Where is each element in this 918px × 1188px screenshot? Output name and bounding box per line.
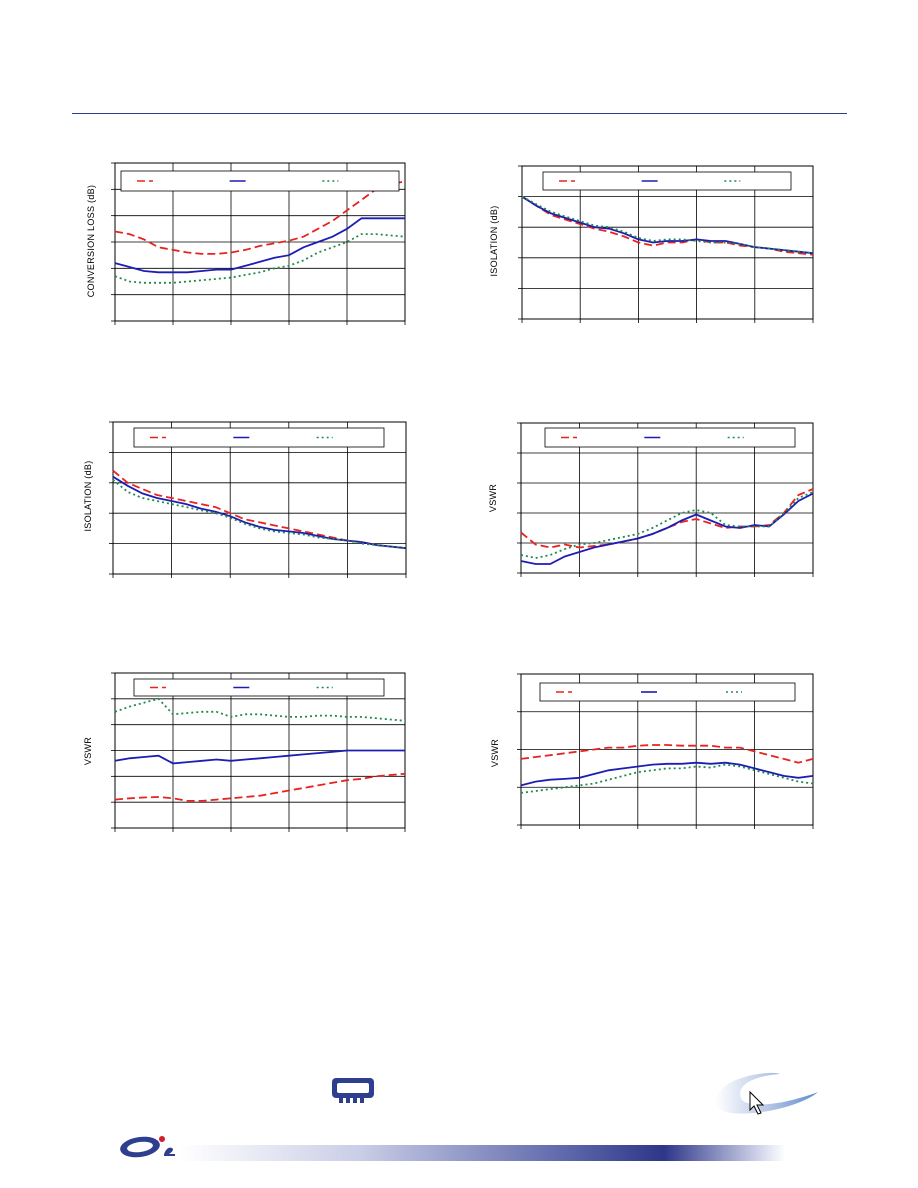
chart1-plot-area <box>114 162 406 322</box>
chart4-legend <box>544 427 796 448</box>
chart1-series-green <box>114 233 406 284</box>
chart5-plot-area <box>114 672 406 829</box>
chart2-series-green <box>521 195 814 255</box>
chart5-y-axis-label: VSWR <box>83 736 93 766</box>
chart6-legend <box>539 682 796 702</box>
chart6-series-blue <box>520 761 814 787</box>
chart3-series-red <box>112 469 407 550</box>
swoosh-cursor-icon <box>715 1072 818 1115</box>
chart6-plot-area <box>520 673 814 826</box>
footer-gradient-bar <box>180 1145 785 1161</box>
chart1-series-blue <box>114 217 405 274</box>
chart4-series-blue <box>520 492 814 565</box>
header-rule <box>72 113 847 114</box>
chart2-series-blue <box>521 195 814 255</box>
chart5-legend <box>133 678 385 697</box>
chart3-y-axis-label: ISOLATION (dB) <box>83 460 93 532</box>
chart4-series-green <box>520 491 814 559</box>
chart3-series-blue <box>112 475 407 550</box>
chart1-legend <box>120 170 400 192</box>
chart3-series-green <box>112 479 407 550</box>
chart6-series-red <box>520 744 814 764</box>
chart6-series-green <box>520 763 814 794</box>
chip-icon <box>332 1078 374 1103</box>
chart4-plot-area <box>520 422 814 574</box>
brand-logo-icon <box>120 1136 175 1158</box>
chart2-y-axis-label: ISOLATION (dB) <box>489 205 499 277</box>
chart1-series-red <box>114 180 406 255</box>
chart6-y-axis-label: VSWR <box>490 738 500 768</box>
chart2-legend <box>542 171 792 191</box>
chart3-legend <box>133 427 385 448</box>
chart5-series-blue <box>114 749 405 765</box>
chart3-plot-area <box>112 421 407 575</box>
chart2-series-red <box>521 195 814 256</box>
chart2-plot-area <box>521 165 814 320</box>
chart4-series-red <box>520 488 814 549</box>
chart5-series-red <box>114 772 406 802</box>
chart5-series-green <box>114 697 406 722</box>
chart4-y-axis-label: VSWR <box>488 483 498 513</box>
chart1-y-axis-label: CONVERSION LOSS (dB) <box>86 184 96 298</box>
